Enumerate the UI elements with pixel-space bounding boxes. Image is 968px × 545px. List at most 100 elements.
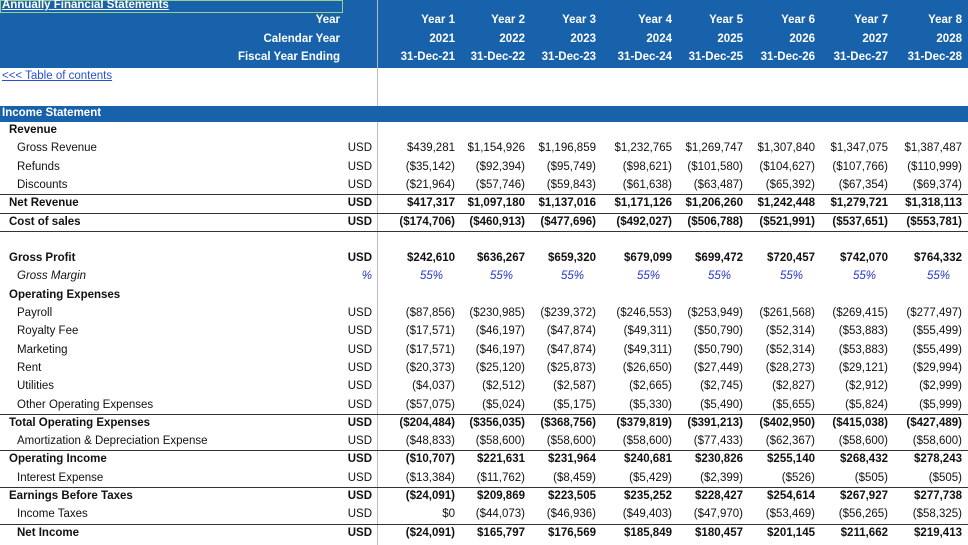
unit: USD xyxy=(347,380,372,393)
title: Annually Financial Statements xyxy=(2,0,169,11)
cell-value: $221,631 xyxy=(477,453,525,466)
header-value: Year 5 xyxy=(709,14,743,26)
header-value: 2024 xyxy=(646,32,672,45)
unit: USD xyxy=(347,215,372,228)
cell-value: ($58,600) xyxy=(622,435,672,448)
cell-value: $1,318,113 xyxy=(905,197,962,210)
row-border xyxy=(0,194,968,196)
cell-value: $0 xyxy=(442,508,455,521)
unit: % xyxy=(361,270,372,283)
cell-value: $1,206,260 xyxy=(685,197,743,210)
cell-value: ($2,745) xyxy=(700,380,743,393)
header-value: 2022 xyxy=(499,32,525,45)
header-value: Year 8 xyxy=(928,14,962,26)
cell-value: $235,252 xyxy=(624,490,672,502)
cell-value: ($5,490) xyxy=(700,398,743,411)
cell-value: ($28,273) xyxy=(765,361,815,374)
toc-link[interactable]: <<< Table of contents xyxy=(2,70,113,82)
unit: USD xyxy=(347,361,372,374)
cell-value: ($17,571) xyxy=(405,325,455,338)
cell-value: ($8,459) xyxy=(553,471,596,484)
unit: USD xyxy=(347,252,372,265)
unit: USD xyxy=(347,398,372,411)
row-label: Gross Margin xyxy=(17,270,87,283)
cell-value: ($101,580) xyxy=(687,160,743,173)
cell-value: ($415,038) xyxy=(832,416,888,429)
cell-value: 55% xyxy=(489,270,513,283)
cell-value: 55% xyxy=(707,270,731,283)
cell-value: $267,927 xyxy=(840,490,888,502)
row-label: Earnings Before Taxes xyxy=(9,490,133,502)
header-value: 31-Dec-27 xyxy=(833,51,888,63)
cell-value: ($57,075) xyxy=(405,398,455,411)
cell-value: ($46,936) xyxy=(546,508,596,521)
cell-value: ($537,651) xyxy=(832,215,888,228)
cell-value: $1,097,180 xyxy=(467,197,525,210)
cell-value: $219,413 xyxy=(914,526,962,539)
row-label: Net Income xyxy=(17,526,79,539)
row-border xyxy=(0,523,968,525)
cell-value: ($87,856) xyxy=(405,307,455,319)
cell-value: ($10,707) xyxy=(405,453,455,466)
header-label: Calendar Year xyxy=(263,32,340,45)
cell-value: ($52,314) xyxy=(765,325,815,338)
header-value: Year 2 xyxy=(491,14,525,26)
header-value: 31-Dec-26 xyxy=(760,51,815,63)
row-label: Total Operating Expenses xyxy=(9,416,151,429)
cell-value: ($402,950) xyxy=(759,416,815,429)
cell-value: ($521,991) xyxy=(759,215,815,228)
cell-value: ($55,499) xyxy=(912,325,962,338)
cell-value: ($277,497) xyxy=(906,307,962,319)
cell-value: ($4,037) xyxy=(412,380,455,393)
cell-value: $1,232,765 xyxy=(614,142,672,155)
unit: USD xyxy=(347,307,372,319)
cell-value: ($47,970) xyxy=(693,508,743,521)
cell-value: ($53,883) xyxy=(838,325,888,338)
cell-value: ($5,999) xyxy=(919,398,962,411)
cell-value: $268,432 xyxy=(840,453,888,466)
cell-value: ($2,587) xyxy=(553,380,596,393)
cell-value: $211,662 xyxy=(840,526,888,539)
header-value: 2021 xyxy=(429,32,455,45)
cell-value: $176,569 xyxy=(548,526,596,539)
cell-value: $1,387,487 xyxy=(904,142,962,155)
unit: USD xyxy=(347,325,372,338)
header-value: Year 6 xyxy=(781,14,815,26)
cell-value: ($52,314) xyxy=(765,343,815,356)
row-border xyxy=(0,212,968,214)
row-label: Net Revenue xyxy=(9,197,79,210)
header-label: Year xyxy=(315,14,340,26)
row-border xyxy=(0,487,968,488)
cell-value: ($24,091) xyxy=(405,526,455,539)
cell-value: $720,457 xyxy=(767,252,815,265)
cell-value: ($53,469) xyxy=(765,508,815,521)
header-value: 31-Dec-24 xyxy=(617,51,672,63)
cell-value: ($5,429) xyxy=(629,471,672,484)
cell-value: $699,472 xyxy=(695,252,743,265)
row-label: Other Operating Expenses xyxy=(17,398,154,411)
cell-value: ($246,553) xyxy=(616,307,672,319)
header-value: Year 3 xyxy=(562,14,596,26)
cell-value: ($26,650) xyxy=(622,361,672,374)
section-bar xyxy=(0,106,968,122)
cell-value: ($58,325) xyxy=(912,508,962,521)
row-border xyxy=(0,230,968,232)
row-label: Rent xyxy=(17,361,42,374)
row-border xyxy=(0,450,968,452)
unit: USD xyxy=(347,142,372,155)
cell-value: ($69,374) xyxy=(912,178,962,191)
cell-value: ($391,213) xyxy=(687,416,743,429)
cell-value: ($230,985) xyxy=(469,307,525,319)
cell-value: ($107,766) xyxy=(832,160,888,173)
unit: USD xyxy=(347,160,372,173)
cell-value: ($427,489) xyxy=(906,416,962,429)
section-title: Income Statement xyxy=(2,107,102,119)
cell-value: 55% xyxy=(419,270,443,283)
cell-value: ($174,706) xyxy=(399,215,455,228)
cell-value: ($95,749) xyxy=(546,160,596,173)
cell-value: ($2,827) xyxy=(772,380,815,393)
cell-value: ($35,142) xyxy=(405,160,455,173)
unit: USD xyxy=(347,453,372,466)
cell-value: ($58,600) xyxy=(475,435,525,448)
